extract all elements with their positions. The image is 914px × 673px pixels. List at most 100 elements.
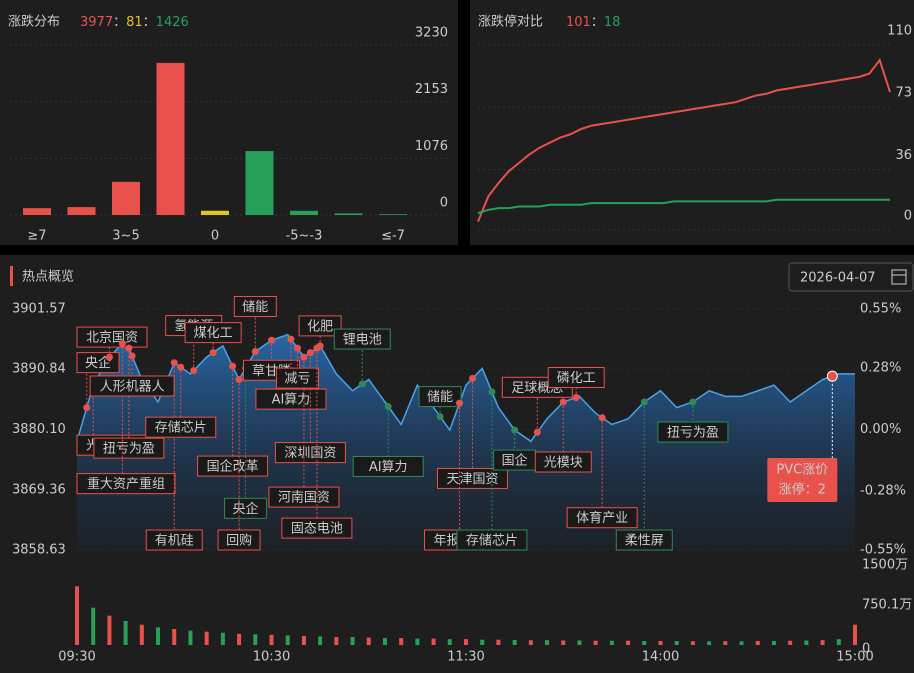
ratio-part: 101 (566, 15, 591, 30)
volume-bar (139, 624, 144, 645)
tag-box (93, 437, 165, 459)
volume-bar (334, 637, 339, 645)
tag-box (76, 473, 176, 495)
line (477, 58, 891, 222)
volume-bar (512, 639, 517, 645)
volume-bar (447, 639, 452, 645)
tag-box (456, 529, 528, 551)
x-tick-label: 3~5 (112, 229, 139, 244)
title-bar (10, 266, 13, 286)
y-tick-label: 3858.63 (12, 543, 66, 558)
tag-box (197, 455, 269, 477)
tag-box (436, 467, 508, 489)
volume-bar (156, 627, 161, 645)
tag-box (274, 442, 346, 464)
y-tick-label: 36 (895, 148, 912, 163)
bar (156, 62, 185, 215)
volume-bar (642, 641, 647, 645)
panel-title: 涨跌停对比 (478, 14, 543, 30)
tag-box (657, 421, 729, 443)
bar (334, 213, 363, 215)
y-tick-label: 0 (440, 196, 448, 211)
y-tick-label: 3901.57 (12, 302, 66, 317)
tag-text: 柔性屏 (625, 534, 664, 549)
volume-bar (771, 641, 776, 645)
volume-bar (593, 640, 598, 645)
tag-text: 储能 (427, 390, 453, 405)
hot-dot (488, 388, 496, 396)
volume-bar (285, 635, 290, 645)
hot-dot (300, 353, 308, 361)
volume-bar (626, 640, 631, 645)
hot-dot (436, 413, 444, 421)
tag-text: AI算力 (272, 393, 311, 408)
volume-bar (545, 640, 550, 645)
tag-box (255, 388, 327, 410)
tag-text: 重大资产重组 (87, 476, 165, 492)
date-picker[interactable] (788, 262, 914, 292)
volume-bar (820, 640, 825, 645)
calendar-icon[interactable] (891, 269, 907, 285)
tag-text: 有机硅 (155, 534, 194, 549)
tag-box (352, 455, 424, 477)
tag-text: 化肥 (307, 319, 333, 334)
volume-bar (399, 638, 404, 645)
volume-bar (382, 638, 387, 645)
date: 2026-04-07 (800, 271, 876, 286)
volume-bar (804, 640, 809, 645)
hot-dot (235, 376, 243, 384)
x-tick-label: ≥7 (27, 229, 46, 244)
tag-box (233, 295, 277, 317)
tag-box (547, 367, 605, 389)
tag-box (534, 451, 592, 473)
hot-dot (384, 402, 392, 410)
tag-text: 天津国资 (446, 472, 498, 487)
panel (0, 0, 458, 245)
x-tick-label: 11:30 (447, 650, 484, 665)
tag-text: 扭亏为盈 (103, 442, 155, 457)
ratio-part: ： (591, 15, 604, 30)
volume-bar (123, 621, 128, 645)
ratio-part: 3977 (80, 15, 113, 30)
tag-box (566, 507, 638, 529)
volume-bar (674, 641, 679, 645)
hot-dot (598, 414, 606, 422)
bar (290, 210, 318, 215)
ratio-part: 18 (604, 15, 621, 30)
tag-box (89, 375, 175, 397)
tag-text: 减亏 (284, 372, 310, 387)
ratio-part: ： (143, 15, 156, 30)
y-tick-label: 2153 (415, 82, 448, 97)
tag-box (145, 416, 217, 438)
hot-dot (293, 344, 301, 352)
ratio-part: 1426 (156, 15, 189, 30)
x-tick-label: 0 (211, 229, 219, 244)
y2-tick-label: 0.00% (860, 422, 901, 437)
tag-text: 央企 (233, 501, 259, 517)
bar (245, 151, 274, 215)
volume-bar (528, 640, 533, 645)
volume-bar (431, 638, 436, 645)
callout-text: 涨停：2 (779, 482, 826, 498)
tag-box (281, 517, 353, 539)
volume-bar (172, 629, 177, 645)
bar (201, 210, 229, 215)
tag-text: 光模块 (544, 455, 583, 470)
ratio: 101：18 (566, 15, 620, 30)
volume-bar (318, 636, 323, 645)
hot-dot (177, 363, 185, 371)
volume-tick-label: 0 (862, 642, 870, 657)
volume-bar (739, 641, 744, 645)
volume-bar (75, 586, 79, 645)
volume-bar (658, 641, 663, 645)
volume-bar (690, 641, 695, 645)
tag-box (224, 497, 268, 519)
tag-text: 央企 (85, 355, 111, 371)
tag-box (333, 328, 391, 350)
tag-box (145, 529, 203, 551)
x-tick-label: ≤-7 (381, 229, 405, 244)
hot-dot (170, 359, 178, 367)
hot-dot (572, 394, 580, 402)
hot-dot (251, 347, 259, 355)
callout-box (767, 458, 838, 502)
